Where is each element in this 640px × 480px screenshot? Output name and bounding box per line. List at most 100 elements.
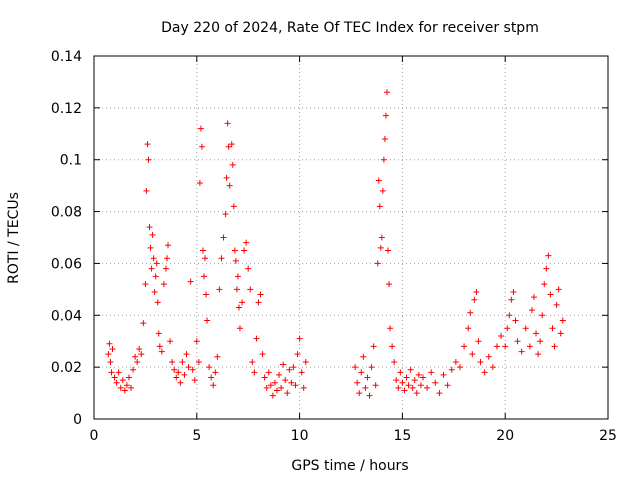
data-point: [259, 351, 266, 358]
data-point: [163, 255, 170, 262]
data-point: [243, 239, 250, 246]
data-point: [203, 291, 210, 298]
data-point: [559, 317, 566, 324]
data-point: [183, 351, 190, 358]
data-point: [154, 299, 161, 306]
data-point: [155, 330, 162, 337]
data-point: [514, 338, 521, 345]
data-point: [121, 387, 128, 394]
data-point: [236, 325, 243, 332]
data-point: [286, 366, 293, 373]
data-point: [147, 244, 154, 251]
data-point: [214, 353, 221, 360]
y-tick-label: 0.08: [51, 205, 82, 221]
data-point: [469, 351, 476, 358]
data-point: [547, 291, 554, 298]
data-point: [417, 382, 424, 389]
data-point: [374, 260, 381, 267]
data-point: [530, 294, 537, 301]
y-tick-label: 0: [73, 412, 82, 428]
data-point: [376, 203, 383, 210]
data-point: [199, 247, 206, 254]
data-point: [549, 325, 556, 332]
data-point: [518, 348, 525, 355]
data-point: [193, 338, 200, 345]
data-point: [106, 340, 113, 347]
data-point: [151, 288, 158, 295]
data-point: [143, 187, 150, 194]
data-point: [235, 304, 242, 311]
data-point: [489, 364, 496, 371]
data-point: [397, 369, 404, 376]
data-point: [241, 247, 248, 254]
data-point: [284, 390, 291, 397]
data-point: [368, 364, 375, 371]
data-point: [247, 286, 254, 293]
data-point: [245, 265, 252, 272]
data-point: [261, 374, 268, 381]
data-point: [273, 387, 280, 394]
data-point: [249, 358, 256, 365]
data-point: [302, 358, 309, 365]
data-point: [113, 379, 120, 386]
data-point: [134, 358, 141, 365]
data-point: [379, 187, 386, 194]
data-point: [251, 369, 258, 376]
data-point: [233, 286, 240, 293]
data-point: [144, 141, 151, 148]
data-point: [179, 358, 186, 365]
data-point: [395, 384, 402, 391]
data-point: [232, 257, 239, 264]
data-point: [385, 247, 392, 254]
data-point: [510, 288, 517, 295]
data-point: [409, 384, 416, 391]
data-point: [267, 382, 274, 389]
data-point: [169, 358, 176, 365]
data-point: [380, 156, 387, 163]
data-point: [424, 384, 431, 391]
data-point: [216, 286, 223, 293]
data-point: [354, 379, 361, 386]
data-point: [405, 382, 412, 389]
data-points: [105, 89, 566, 399]
data-point: [278, 384, 285, 391]
data-point: [456, 364, 463, 371]
data-point: [185, 364, 192, 371]
data-point: [223, 174, 230, 181]
data-point: [553, 301, 560, 308]
data-point: [142, 281, 149, 288]
data-point: [220, 234, 227, 241]
data-point: [198, 143, 205, 150]
data-point: [352, 364, 359, 371]
data-point: [504, 325, 511, 332]
data-point: [280, 361, 287, 368]
data-point: [165, 242, 172, 249]
data-point: [175, 369, 182, 376]
data-point: [150, 255, 157, 262]
data-point: [436, 390, 443, 397]
data-point: [255, 299, 262, 306]
data-point: [234, 273, 241, 280]
data-point: [356, 390, 363, 397]
data-point: [231, 247, 238, 254]
data-point: [117, 384, 124, 391]
data-point: [555, 286, 562, 293]
y-tick-label: 0.02: [51, 360, 82, 376]
data-point: [288, 379, 295, 386]
x-tick-label: 25: [599, 428, 617, 444]
data-point: [265, 369, 272, 376]
data-point: [208, 374, 215, 381]
data-point: [467, 309, 474, 316]
data-point: [298, 369, 305, 376]
data-point: [543, 265, 550, 272]
data-point: [115, 369, 122, 376]
data-point: [130, 366, 137, 373]
data-point: [473, 288, 480, 295]
data-point: [187, 278, 194, 285]
data-point: [206, 364, 213, 371]
data-point: [160, 281, 167, 288]
data-point: [411, 377, 418, 384]
grid-layer: [94, 56, 608, 419]
x-tick-label: 10: [291, 428, 309, 444]
data-point: [225, 143, 232, 150]
